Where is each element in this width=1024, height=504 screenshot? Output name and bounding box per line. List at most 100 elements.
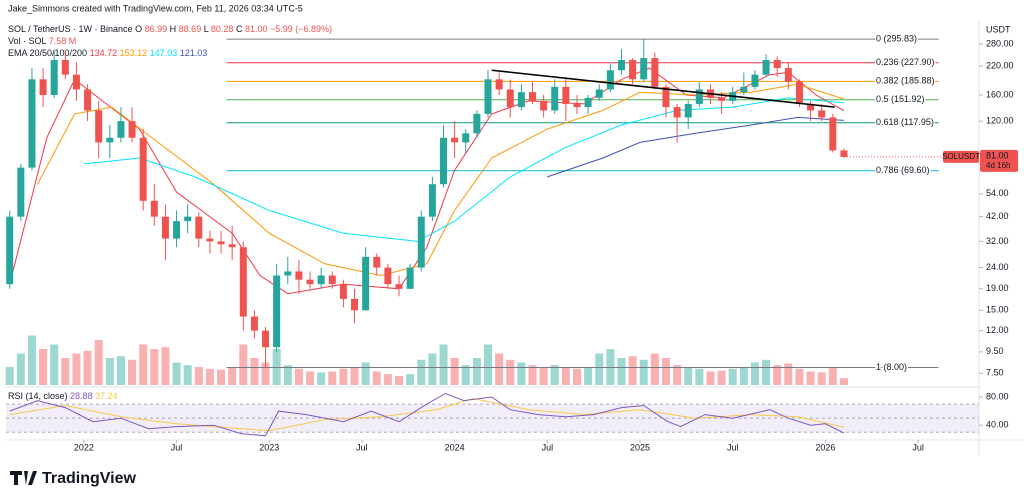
ema-line [37,83,845,277]
trendline [491,69,835,108]
candle-body [517,92,525,108]
candle-body [640,58,648,80]
candle-body [339,284,347,299]
y-tick-label: 42.00 [986,211,1009,221]
volume-bar [606,349,615,385]
candle-body [406,267,414,289]
volume-bar [250,358,259,385]
y-tick-label: 19.00 [986,283,1009,293]
volume-bar [506,359,515,385]
volume-bar [39,349,48,385]
x-tick-label: Jul [542,442,554,452]
volume-bar [261,362,270,385]
candle-body [362,256,370,311]
candle-body [50,60,58,95]
y-tick-label: 280.00 [986,38,1014,48]
rsi-legend: RSI (14, close) 28.88 37.24 [8,391,118,401]
y-tick-label: 15.00 [986,305,1009,315]
volume-bar [639,359,648,385]
rsi-value: 28.88 [70,391,93,401]
volume-bar [773,365,782,385]
candle-body [740,86,748,93]
y-tick-label: 24.00 [986,262,1009,272]
volume-bar [684,367,693,385]
rsi-ma-line [9,397,845,432]
candle-body [72,74,80,90]
rsi-tick-label: 80.00 [986,391,1009,401]
volume-bar [150,349,159,385]
volume-bar [372,371,381,385]
volume-bar [428,353,437,385]
volume-bar [572,368,581,385]
candle-body [84,89,92,111]
candle-body [95,110,103,143]
candle-body [562,86,570,104]
candle-body [317,275,325,285]
candle-body [395,284,403,289]
candle-body [106,137,114,143]
last-price-tag [980,149,1018,172]
y-tick-label: 54.00 [986,188,1009,198]
volume-bar [661,358,670,385]
rsi-ma-value: 37.24 [95,391,118,401]
rsi-tick-label: 40.00 [986,420,1009,430]
volume-bar [61,358,70,385]
volume-bar [762,359,771,385]
fib-label: 0.5 (151.92) [876,94,925,104]
volume-bar [161,347,170,385]
brand-icon [10,471,37,485]
ema-label: EMA 20/50/100/200 [8,48,87,58]
y-tick-label: 7.50 [986,368,1004,378]
last-price-value: 81.00 [986,150,1009,160]
candle-body [795,81,803,104]
ema-line [83,97,844,242]
volume-bar [561,367,570,385]
volume-bar [784,363,793,385]
candle-body [184,216,192,222]
volume-bar [461,365,470,385]
ohlc-value: L [204,24,209,34]
fib-label: 0.618 (117.95) [876,117,934,127]
candle-body [417,216,425,268]
ema-value: 147.03 [150,48,178,58]
candle-body [773,60,781,69]
volume-bar [517,362,526,385]
ohlc-value: H [170,24,177,34]
ema-value: 121.03 [180,48,208,58]
ohlc-value: 86.99 [145,24,168,34]
candle-body [306,279,314,285]
volume-bar [16,353,25,385]
fib-label: 0 (295.83) [876,33,917,43]
candle-body [195,216,203,239]
candle-body [473,113,481,134]
credit: Jake_Simmons created with TradingView.co… [8,3,303,13]
candle-body [451,137,459,143]
volume-bar [50,344,59,385]
fib-label: 0.786 (69.60) [876,165,930,175]
volume-bar [395,376,404,385]
volume-bar [584,367,593,385]
volume-bar [406,374,415,385]
ema-line [547,116,844,178]
volume-legend: 7.58 M [49,36,77,46]
candle-body [462,133,470,143]
ohlc-value: 88.69 [179,24,202,34]
candle-body [718,97,726,101]
volume-bar [228,367,237,385]
volume-bar [472,358,481,385]
last-price-symbol: SOLUSDT [942,152,980,161]
volume-bar [116,356,125,385]
fib-label: 0.236 (227.90) [876,57,935,67]
volume-bar [317,372,326,385]
candle-body [506,89,514,108]
candle-body [595,89,603,98]
candle-body [117,121,125,138]
last-price-box [943,150,979,163]
fib-label: 0.382 (185.88) [876,76,935,86]
y-tick-label: 12.00 [986,325,1009,335]
volume-bar [617,358,626,385]
volume-bar [817,372,826,385]
candle-body [139,137,147,201]
volume-bar [94,340,103,385]
